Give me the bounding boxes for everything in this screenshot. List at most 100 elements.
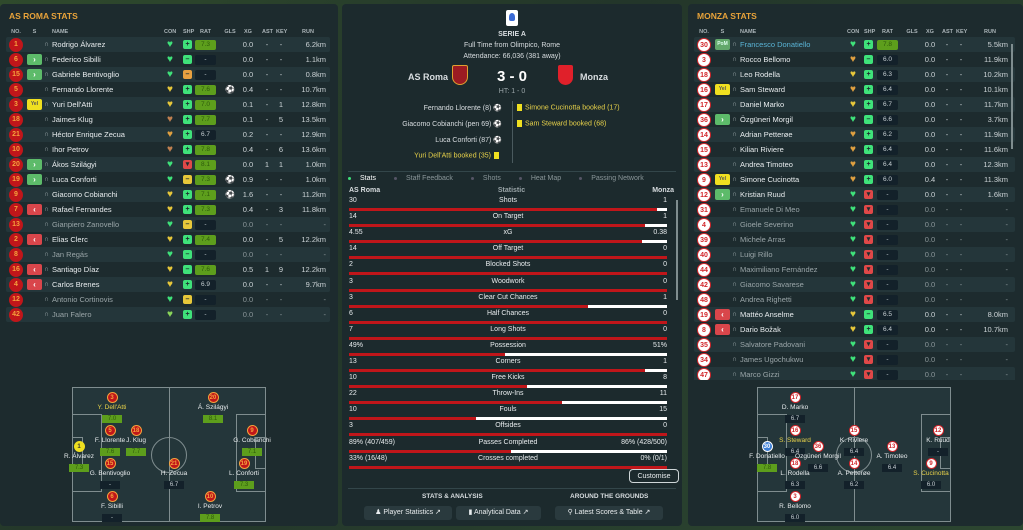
player-name[interactable]: Andrea Timoteo — [740, 160, 793, 169]
player-statistics-button[interactable]: ♟ Player Statistics ↗ — [364, 506, 452, 520]
player-name[interactable]: Yuri Dell'Atti — [52, 100, 93, 109]
player-row[interactable]: 12 ∩ Antonio Cortinovis ♥ – -0.0- - - — [6, 292, 330, 307]
column-header-con[interactable]: CON — [164, 29, 177, 35]
player-name[interactable]: Gabriele Bentivoglio — [52, 70, 120, 79]
player-name[interactable]: Santiago Díaz — [52, 265, 100, 274]
lineup-player[interactable]: 36 Özgüneri Morgil 6.6 — [788, 441, 848, 472]
stats-scrollbar[interactable] — [676, 200, 678, 300]
player-name[interactable]: Simone Cucinotta — [740, 175, 800, 184]
column-header-rat[interactable]: RAT — [882, 29, 893, 35]
player-row[interactable]: 30 PoM ∩ Francesco Donatiello ♥ +7.8 0.0- -5.5k… — [694, 37, 1015, 52]
player-name[interactable]: Marco Gizzi — [740, 370, 780, 379]
player-row[interactable]: 15 ∩ Kilian Riviere ♥ +6.4 0.0- -11.6km — [694, 142, 1015, 157]
player-name[interactable]: Luca Conforti — [52, 175, 97, 184]
player-row[interactable]: 16 Yel ∩ Sam Steward ♥ +6.4 0.0- -10.1km — [694, 82, 1015, 97]
lineup-player[interactable]: 13 A. Timoteo 6.4 — [862, 441, 922, 472]
player-name[interactable]: Kilian Riviere — [740, 145, 784, 154]
player-row[interactable]: 9 Yel ∩ Simone Cucinotta ♥ +6.0 0.4- -11.3km — [694, 172, 1015, 187]
column-header-run[interactable]: RUN — [984, 29, 996, 35]
player-row[interactable]: 48 ∩ Andrea Righetti ♥ ▾ -0.0- - - — [694, 292, 1015, 307]
player-row[interactable]: 4 ‹ ∩ Carlos Brenes ♥ +6.9 0.0 - - 9.7km — [6, 277, 330, 292]
player-name[interactable]: Héctor Enrique Zecua — [52, 130, 125, 139]
player-row[interactable]: 35 ∩ Salvatore Padovani ♥ ▾ -0.0- - - — [694, 337, 1015, 352]
column-header-rat[interactable]: RAT — [200, 29, 211, 35]
player-name[interactable]: Kristian Ruud — [740, 190, 786, 199]
player-name[interactable]: Rocco Bellomo — [740, 55, 791, 64]
player-row[interactable]: 15 › ∩ Gabriele Bentivoglio ♥ – -0.0- -0.8km — [6, 67, 330, 82]
player-row[interactable]: 7 ‹ ∩ Rafael Fernandes ♥ +7.3 0.4 -3 11.8km — [6, 202, 330, 217]
player-name[interactable]: Maximiliano Fernández — [740, 265, 818, 274]
player-row[interactable]: 12 › ∩ Kristian Ruud ♥ ▾ -0.0- -1.6km — [694, 187, 1015, 202]
player-name[interactable]: Michele Arras — [740, 235, 786, 244]
lineup-player[interactable]: 18 J. Klug 7.7 — [106, 425, 166, 456]
lineup-player[interactable]: 15 G. Bentivoglio - — [80, 458, 140, 489]
player-row[interactable]: 18 ∩ Leo Rodella ♥ +6.3 0.0- -10.2km — [694, 67, 1015, 82]
player-name[interactable]: Sam Steward — [740, 85, 786, 94]
customise-button[interactable]: Customise — [629, 469, 679, 483]
analytical-data-button[interactable]: ▮ Analytical Data ↗ — [456, 506, 541, 520]
lineup-player[interactable]: 3 R. Bellomo 6.0 — [765, 491, 825, 522]
player-name[interactable]: Ihor Petrov — [52, 145, 89, 154]
player-name[interactable]: Gioele Severino — [740, 220, 794, 229]
player-row[interactable]: 31 ∩ Emanuele Di Meo ♥ ▾ -0.0- - - — [694, 202, 1015, 217]
player-row[interactable]: 42 ∩ Giacomo Savarese ♥ ▾ -0.0- - - — [694, 277, 1015, 292]
player-name[interactable]: Elias Clerc — [52, 235, 88, 244]
column-header-gls[interactable]: GLS — [224, 29, 236, 35]
tab-stats[interactable]: Stats — [348, 175, 385, 182]
player-row[interactable]: 17 ∩ Daniel Marko ♥ +6.7 0.0- -11.7km — [694, 97, 1015, 112]
player-name[interactable]: Federico Sibilli — [52, 55, 101, 64]
player-row[interactable]: 39 ∩ Michele Arras ♥ ▾ -0.0- - - — [694, 232, 1015, 247]
column-header-no[interactable]: NO. — [11, 29, 21, 35]
player-row[interactable]: 13 ∩ Gianpiero Zanovello ♥ – -0.0- - - — [6, 217, 330, 232]
player-row[interactable]: 19 ‹ ∩ Mattéo Anselme ♥ –6.5 0.0- -8.0km — [694, 307, 1015, 322]
player-row[interactable]: 20 › ∩ Ákos Szilágyi ♥ ▾ 8.1 0.0 1 1 1.0km — [6, 157, 330, 172]
player-row[interactable]: 18 ∩ Jaimes Klug ♥ +7.7 0.1 -5 13.5km — [6, 112, 330, 127]
lineup-player[interactable]: 3 Y. Dell'Atti 7.0 — [82, 392, 142, 423]
lineup-player[interactable]: 9 G. Cobianchi 7.1 — [222, 425, 282, 456]
player-name[interactable]: Mattéo Anselme — [740, 310, 794, 319]
column-header-con[interactable]: CON — [847, 29, 860, 35]
player-row[interactable]: 8 ‹ ∩ Dario Božak ♥ +6.4 0.0- -10.7km — [694, 322, 1015, 337]
column-header-key[interactable]: KEY — [276, 29, 288, 35]
player-name[interactable]: Gianpiero Zanovello — [52, 220, 120, 229]
player-name[interactable]: Emanuele Di Meo — [740, 205, 800, 214]
player-row[interactable]: 36 › ∩ Özgüneri Morgil ♥ –6.6 0.0- -3.7km — [694, 112, 1015, 127]
player-row[interactable]: 3 ∩ Rocco Bellomo ♥ –6.0 0.0- -11.9km — [694, 52, 1015, 67]
player-name[interactable]: Juan Falero — [52, 310, 92, 319]
column-header-s[interactable]: S — [32, 29, 37, 35]
lineup-player[interactable]: 17 D. Marko 6.7 — [765, 392, 825, 423]
player-name[interactable]: Rafael Fernandes — [52, 205, 112, 214]
player-row[interactable]: 1 ∩ Rodrigo Álvarez ♥ +7.3 0.0 - - 6.2km — [6, 37, 330, 52]
latest-scores-button[interactable]: ⚲ Latest Scores & Table ↗ — [555, 506, 663, 520]
player-name[interactable]: Jaimes Klug — [52, 115, 93, 124]
player-row[interactable]: 5 ∩ Fernando Llorente ♥ +7.6 ⚽ 0.4 - - 10.7km — [6, 82, 330, 97]
list-scrollbar[interactable] — [1011, 44, 1013, 149]
column-header-key[interactable]: KEY — [956, 29, 968, 35]
lineup-player[interactable]: 5 F. Llorente 7.6 — [80, 425, 140, 456]
player-row[interactable]: 10 ∩ Ihor Petrov ♥ +7.8 0.4 -6 13.6km — [6, 142, 330, 157]
player-name[interactable]: Daniel Marko — [740, 100, 785, 109]
player-name[interactable]: Francesco Donatiello — [740, 40, 811, 49]
lineup-player[interactable]: 12 K. Ruud - — [908, 425, 968, 456]
column-header-xg[interactable]: XG — [926, 29, 934, 35]
player-row[interactable]: 21 ∩ Héctor Enrique Zecua ♥ +6.7 0.2 - - 12.9km — [6, 127, 330, 142]
player-row[interactable]: 34 ∩ James Ugochukwu ♥ ▾ -0.0- - - — [694, 352, 1015, 367]
column-header-xg[interactable]: XG — [244, 29, 252, 35]
column-header-gls[interactable]: GLS — [906, 29, 918, 35]
player-row[interactable]: 2 ‹ ∩ Elias Clerc ♥ +7.4 0.0 -5 12.2km — [6, 232, 330, 247]
column-header-ast[interactable]: AST — [942, 29, 953, 35]
player-name[interactable]: Ákos Szilágyi — [52, 160, 97, 169]
player-name[interactable]: Dario Božak — [740, 325, 781, 334]
player-name[interactable]: Leo Rodella — [740, 70, 781, 79]
lineup-player[interactable]: 1 R. Álvarez 7.3 — [49, 441, 109, 472]
player-row[interactable]: 6 › ∩ Federico Sibilli ♥ – -0.0- -1.1km — [6, 52, 330, 67]
player-row[interactable]: 40 ∩ Luigi Rillo ♥ ▾ -0.0- - - — [694, 247, 1015, 262]
player-name[interactable]: Salvatore Padovani — [740, 340, 806, 349]
player-name[interactable]: Giacomo Cobianchi — [52, 190, 118, 199]
player-row[interactable]: 8 ∩ Jan Regás ♥ – -0.0- - - — [6, 247, 330, 262]
player-name[interactable]: Carlos Brenes — [52, 280, 100, 289]
column-header-run[interactable]: RUN — [302, 29, 314, 35]
lineup-player[interactable]: 19 L. Conforti 7.3 — [214, 458, 274, 489]
player-row[interactable]: 4 ∩ Gioele Severino ♥ ▾ -0.0- - - — [694, 217, 1015, 232]
tab-heat-map[interactable]: Heat Map — [518, 175, 570, 182]
